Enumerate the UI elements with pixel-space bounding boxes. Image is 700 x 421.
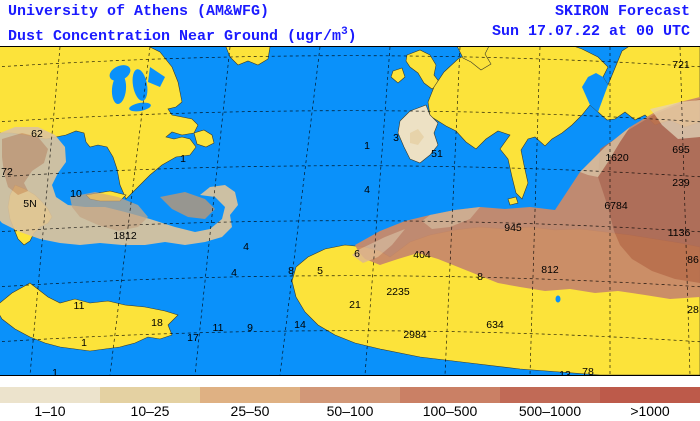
svg-text:21: 21 — [349, 299, 361, 311]
svg-text:812: 812 — [541, 264, 559, 276]
svg-text:6784: 6784 — [604, 200, 628, 212]
svg-text:5N: 5N — [23, 198, 36, 210]
svg-text:404: 404 — [413, 249, 431, 261]
svg-text:721: 721 — [672, 59, 690, 71]
svg-text:11: 11 — [213, 322, 224, 334]
svg-text:18: 18 — [151, 317, 163, 329]
svg-text:86: 86 — [687, 254, 699, 266]
svg-text:6: 6 — [354, 248, 360, 260]
svg-text:10: 10 — [70, 188, 82, 200]
svg-text:8: 8 — [288, 265, 294, 277]
svg-text:1136: 1136 — [668, 227, 691, 239]
svg-text:62: 62 — [31, 128, 43, 140]
svg-text:9: 9 — [247, 322, 253, 334]
svg-text:8: 8 — [477, 271, 483, 283]
svg-text:945: 945 — [504, 222, 522, 234]
svg-text:72: 72 — [1, 166, 13, 178]
svg-text:13: 13 — [559, 369, 571, 375]
svg-text:17: 17 — [187, 332, 199, 344]
svg-text:1: 1 — [180, 153, 186, 165]
svg-text:78: 78 — [582, 366, 594, 375]
svg-text:1812: 1812 — [113, 230, 137, 242]
svg-text:28: 28 — [687, 304, 699, 316]
svg-text:3: 3 — [393, 132, 399, 144]
svg-text:51: 51 — [431, 148, 443, 160]
svg-text:1: 1 — [364, 140, 370, 152]
svg-text:11: 11 — [74, 300, 85, 312]
svg-text:4: 4 — [243, 241, 249, 253]
svg-text:695: 695 — [672, 144, 690, 156]
svg-text:4: 4 — [231, 267, 237, 279]
svg-text:1620: 1620 — [605, 152, 629, 164]
svg-text:4: 4 — [364, 184, 370, 196]
svg-text:5: 5 — [317, 265, 323, 277]
svg-text:239: 239 — [672, 177, 690, 189]
svg-text:14: 14 — [294, 319, 306, 331]
svg-text:634: 634 — [486, 319, 504, 331]
svg-text:1: 1 — [81, 337, 87, 349]
svg-text:1: 1 — [52, 367, 58, 375]
svg-text:2984: 2984 — [403, 329, 427, 341]
svg-text:2235: 2235 — [386, 286, 410, 298]
